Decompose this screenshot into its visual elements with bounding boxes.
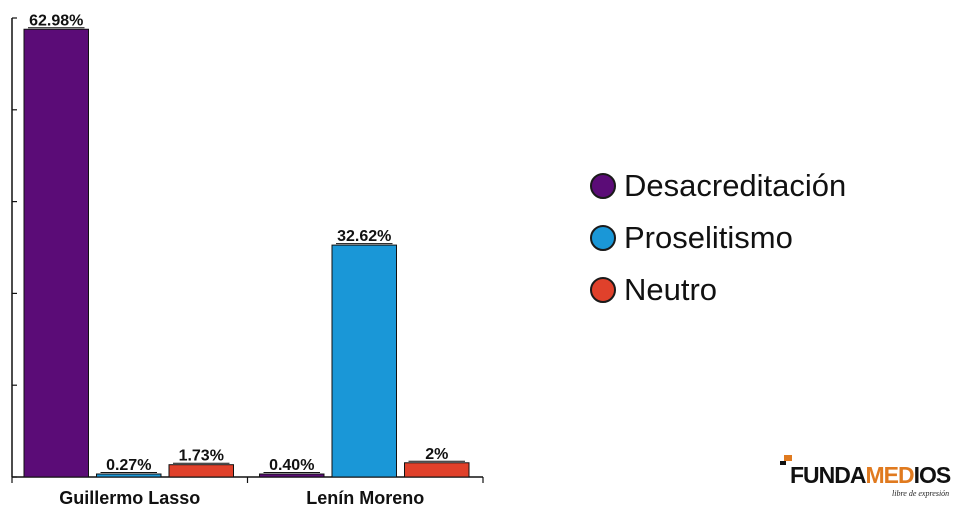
fundamedios-logo: FUNDAMEDIOS libre de expresión	[780, 455, 958, 505]
data-label-1-1: 32.62%	[337, 228, 391, 245]
legend-swatch-desacreditacion	[590, 173, 616, 199]
legend-item-proselitismo: Proselitismo	[590, 212, 846, 264]
logo-wordmark: FUNDAMEDIOS	[790, 462, 952, 489]
legend-swatch-proselitismo	[590, 225, 616, 251]
bar-0-0	[23, 28, 89, 478]
logo-tagline: libre de expresión	[892, 489, 950, 498]
data-label-1-0: 0.40%	[269, 457, 314, 474]
legend: Desacreditación Proselitismo Neutro	[590, 160, 846, 316]
bar-1-1	[331, 244, 397, 478]
legend-label-proselitismo: Proselitismo	[624, 220, 793, 255]
bar-0-2	[168, 464, 234, 478]
legend-label-neutro: Neutro	[624, 272, 718, 307]
bar-1-2	[404, 462, 470, 478]
data-label-1-2: 2%	[425, 446, 448, 463]
logo-mark-icon	[780, 455, 792, 465]
bar-1-0	[259, 473, 325, 478]
legend-label-desacreditacion: Desacreditación	[624, 168, 847, 203]
data-label-0-1: 0.27%	[106, 457, 151, 474]
logo-text-funda: FUNDA	[790, 462, 866, 488]
bar-0-1	[96, 473, 162, 478]
legend-item-desacreditacion: Desacreditación	[590, 160, 846, 212]
logo-text-ios: IOS	[913, 462, 952, 488]
data-label-0-0: 62.98%	[29, 12, 83, 29]
bar-chart: 62.98% 0.27% 1.73% Guillermo Lasso 0.40% 32.6…	[11, 12, 484, 508]
category-label-1: Lenín Moreno	[306, 488, 424, 508]
logo-text-med: MED	[865, 462, 915, 488]
legend-item-neutro: Neutro	[590, 264, 846, 316]
legend-swatch-neutro	[590, 277, 616, 303]
category-label-0: Guillermo Lasso	[59, 488, 200, 508]
data-label-0-2: 1.73%	[179, 448, 224, 465]
